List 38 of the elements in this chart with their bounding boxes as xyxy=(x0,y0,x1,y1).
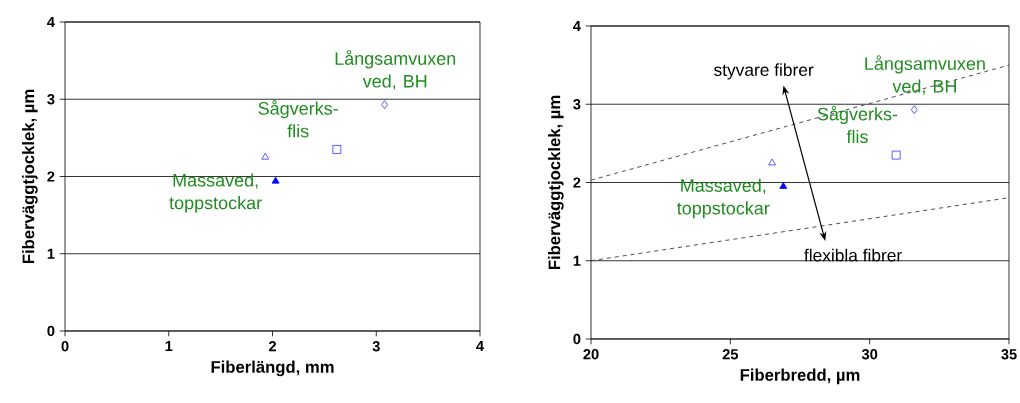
y-tick-label: 1 xyxy=(573,255,581,266)
point xyxy=(332,145,342,154)
y-tick-label: 3 xyxy=(47,94,55,105)
y-tick-label: 4 xyxy=(573,20,581,32)
point xyxy=(891,150,901,160)
y-axis-title: Fiberväggtjocklek, µm xyxy=(548,95,564,270)
y-tick-label: 2 xyxy=(573,177,581,188)
y-axis-title: Fiberväggtjocklek, µm xyxy=(22,89,38,264)
point xyxy=(768,158,776,166)
x-tick-label: 20 xyxy=(583,349,599,360)
point xyxy=(910,105,918,115)
x-axis-title: Fiberbredd, µm xyxy=(740,368,860,385)
y-tick-label: 2 xyxy=(47,171,55,182)
x-tick-label: 1 xyxy=(165,341,173,352)
series-label: Massaved, toppstockar xyxy=(677,178,770,219)
series-label: Långsamvuxen ved, BH xyxy=(335,50,456,90)
x-axis-title: Fiberlängd, mm xyxy=(211,360,334,377)
y-tick-label: 3 xyxy=(573,99,581,110)
series-label: Massaved, toppstockar xyxy=(169,173,262,213)
y-tick-label: 0 xyxy=(47,325,55,337)
x-tick-label: 0 xyxy=(61,341,69,352)
x-tick-label: 35 xyxy=(1001,349,1017,360)
series-label: Sågverks-flis xyxy=(817,105,898,144)
point xyxy=(261,152,270,160)
annotation: styvare fibrer xyxy=(714,63,814,80)
x-tick-label: 30 xyxy=(861,349,878,360)
x-tick-label: 4 xyxy=(476,341,484,352)
series-label: Långsamvuxen ved, BH xyxy=(865,55,985,95)
x-tick-label: 2 xyxy=(268,341,276,352)
x-tick-label: 3 xyxy=(372,341,380,352)
x-tick-label: 25 xyxy=(722,349,739,360)
point xyxy=(271,176,280,184)
point xyxy=(381,100,388,110)
y-tick-label: 4 xyxy=(47,16,55,28)
y-tick-label: 1 xyxy=(47,248,55,259)
annotation: flexibla fibrer xyxy=(804,248,902,262)
point xyxy=(779,182,788,189)
series-label: Sågverks-flis xyxy=(258,100,338,138)
